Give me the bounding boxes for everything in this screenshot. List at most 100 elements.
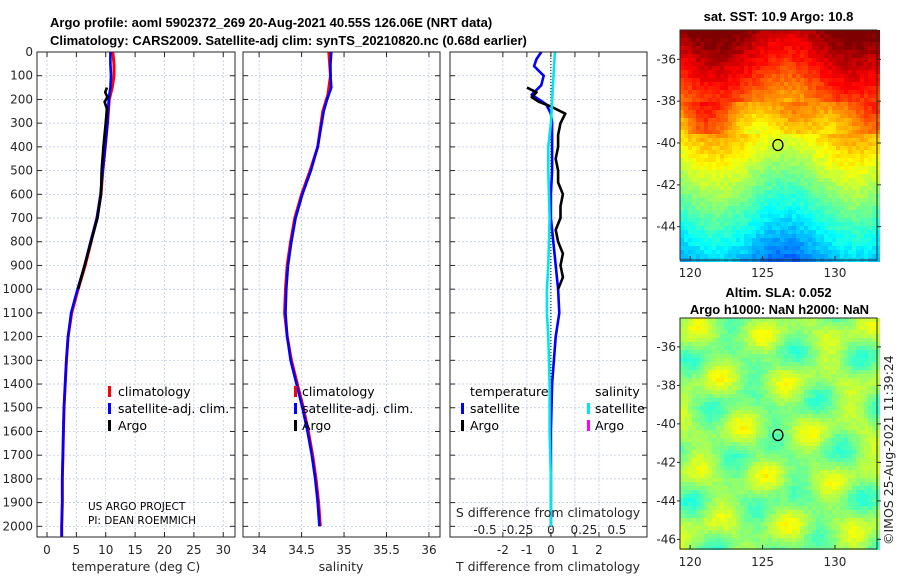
map-cell (820, 42, 824, 46)
map-cell (800, 82, 804, 86)
map-cell (800, 66, 804, 70)
map-cell (776, 226, 780, 230)
map-cell (724, 322, 728, 326)
map-cell (716, 546, 720, 550)
map-cell (740, 442, 744, 446)
map-cell (780, 534, 784, 538)
map-cell (832, 226, 836, 230)
map-cell (772, 426, 776, 430)
map-cell (688, 66, 692, 70)
map-cell (696, 474, 700, 478)
map-cell (812, 194, 816, 198)
map-cell (792, 382, 796, 386)
map-cell (712, 530, 716, 534)
map-cell (704, 58, 708, 62)
map-cell (852, 98, 856, 102)
map-cell (700, 58, 704, 62)
map-cell (696, 346, 700, 350)
map-cell (784, 142, 788, 146)
map-cell (828, 54, 832, 58)
map-cell (812, 234, 816, 238)
map-cell (680, 114, 684, 118)
map-cell (772, 50, 776, 54)
map-cell (708, 522, 712, 526)
map-cell (844, 174, 848, 178)
map-cell (760, 30, 764, 34)
map-cell (720, 518, 724, 522)
map-cell (716, 86, 720, 90)
map-cell (800, 94, 804, 98)
map-cell (792, 494, 796, 498)
map-cell (708, 534, 712, 538)
map-cell (768, 514, 772, 518)
map-cell (696, 90, 700, 94)
map-cell (716, 518, 720, 522)
map-cell (688, 90, 692, 94)
map-cell (760, 494, 764, 498)
map-cell (692, 518, 696, 522)
map-cell (680, 206, 684, 210)
map-cell (788, 174, 792, 178)
map-cell (752, 318, 756, 322)
map-cell (816, 142, 820, 146)
map-cell (836, 86, 840, 90)
map-cell (772, 374, 776, 378)
map-cell (832, 214, 836, 218)
map-cell (740, 538, 744, 542)
map-cell (692, 58, 696, 62)
map-cell (688, 146, 692, 150)
map-cell (744, 158, 748, 162)
map-cell (792, 118, 796, 122)
map-cell (872, 118, 876, 122)
map-cell (828, 218, 832, 222)
map-cell (800, 102, 804, 106)
map-cell (748, 446, 752, 450)
map-cell (684, 434, 688, 438)
map-cell (772, 410, 776, 414)
map-cell (736, 326, 740, 330)
map-cell (776, 546, 780, 550)
map-cell (720, 458, 724, 462)
map-cell (788, 450, 792, 454)
map-cell (744, 354, 748, 358)
map-cell (708, 426, 712, 430)
map-cell (868, 190, 872, 194)
map-cell (816, 126, 820, 130)
map-cell (752, 154, 756, 158)
map-cell (820, 126, 824, 130)
map-cell (868, 230, 872, 234)
map-cell (832, 150, 836, 154)
map-cell (680, 202, 684, 206)
s-diff-tick-label: 0.5 (607, 523, 626, 537)
map-cell (848, 254, 852, 258)
map-cell (728, 346, 732, 350)
map-cell (772, 502, 776, 506)
map-cell (696, 478, 700, 482)
map-cell (684, 90, 688, 94)
map-cell (728, 358, 732, 362)
map-cell (852, 42, 856, 46)
map-cell (788, 146, 792, 150)
map-cell (680, 238, 684, 242)
map-cell (800, 214, 804, 218)
map-cell (740, 430, 744, 434)
map-cell (764, 106, 768, 110)
map-cell (744, 442, 748, 446)
map-cell (700, 458, 704, 462)
map-cell (752, 30, 756, 34)
map-cell (728, 330, 732, 334)
map-cell (696, 226, 700, 230)
map-cell (808, 194, 812, 198)
map-cell (748, 462, 752, 466)
map-cell (684, 506, 688, 510)
map-cell (688, 118, 692, 122)
map-cell (760, 50, 764, 54)
map-cell (748, 494, 752, 498)
map-cell (688, 378, 692, 382)
map-cell (712, 62, 716, 66)
map-cell (864, 130, 868, 134)
map-cell (764, 86, 768, 90)
map-cell (748, 502, 752, 506)
map-cell (680, 110, 684, 114)
map-cell (700, 114, 704, 118)
